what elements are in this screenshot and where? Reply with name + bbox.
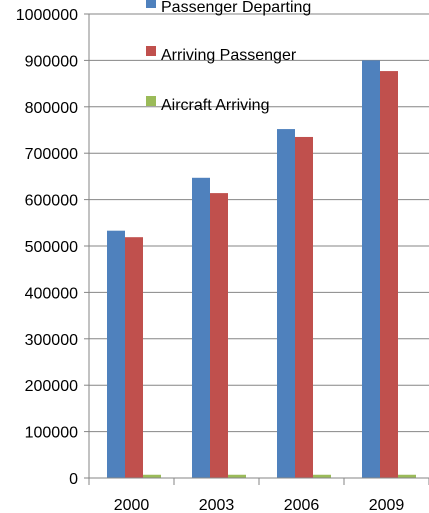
y-tick-label: 700000 (25, 146, 78, 163)
y-tick-label: 100000 (25, 425, 78, 442)
x-tick-label: 2009 (369, 497, 405, 513)
legend-swatch (146, 46, 156, 56)
y-tick-label: 0 (69, 471, 78, 488)
bar-passenger-departing-2006 (277, 129, 295, 478)
x-tick-label: 2000 (114, 497, 150, 513)
bar-passenger-departing-2003 (192, 177, 210, 479)
legend: Passenger Departing Arriving Passenger Air… (146, 0, 311, 114)
y-tick-label: 1000000 (16, 7, 78, 24)
y-tick-label: 300000 (25, 332, 78, 349)
bar-aircraft-arriving-2006 (313, 474, 331, 478)
y-axis-tick-labels: 0 100000 200000 300000 400000 500000 600000 700… (16, 7, 78, 488)
bar-passenger-departing-2000 (107, 230, 125, 478)
y-tick-label: 600000 (25, 193, 78, 210)
legend-label: Arriving Passenger (161, 47, 297, 64)
legend-swatch (146, 96, 156, 106)
y-tick-label: 200000 (25, 378, 78, 395)
x-axis: 2000 2003 2006 2009 (88, 477, 429, 513)
legend-swatch (146, 0, 156, 8)
legend-label: Aircraft Arriving (161, 97, 269, 114)
bar-passenger-departing-2009 (362, 60, 380, 479)
y-tick-label: 900000 (25, 53, 78, 70)
bar-aircraft-arriving-2003 (228, 474, 246, 478)
legend-label: Passenger Departing (161, 0, 311, 16)
bar-aircraft-arriving-2000 (143, 474, 161, 478)
bar-arriving-passenger-2009 (380, 71, 398, 479)
bar-aircraft-arriving-2009 (398, 474, 416, 478)
y-tick-label: 400000 (25, 285, 78, 302)
y-tick-label: 800000 (25, 100, 78, 117)
bars (107, 60, 416, 479)
bar-arriving-passenger-2003 (210, 193, 228, 478)
bar-arriving-passenger-2006 (295, 136, 313, 478)
bar-arriving-passenger-2000 (125, 237, 143, 478)
x-tick-label: 2006 (284, 497, 320, 513)
y-tick-label: 500000 (25, 239, 78, 256)
x-tick-label: 2003 (199, 497, 235, 513)
